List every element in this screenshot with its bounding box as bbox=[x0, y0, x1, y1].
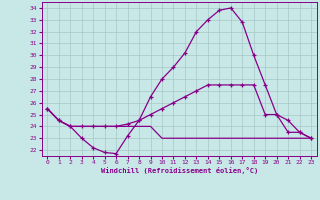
X-axis label: Windchill (Refroidissement éolien,°C): Windchill (Refroidissement éolien,°C) bbox=[100, 167, 258, 174]
